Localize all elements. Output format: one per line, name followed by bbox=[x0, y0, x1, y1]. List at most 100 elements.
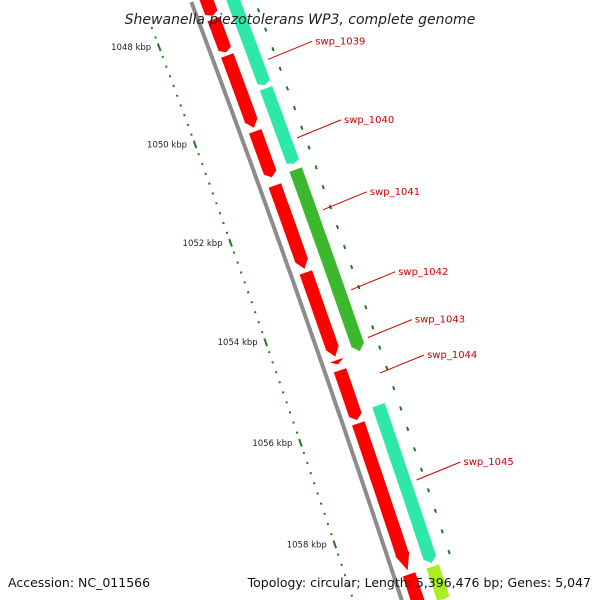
ruler-minor-tick bbox=[246, 291, 250, 294]
ruler-label: 1050 kbp bbox=[147, 140, 187, 150]
ruler-minor-tick bbox=[281, 391, 285, 394]
outer-tick bbox=[413, 447, 417, 452]
ruler-label: 1054 kbp bbox=[218, 338, 258, 348]
gene-arrow-forward bbox=[267, 182, 310, 271]
ruler-label: 1058 kbp bbox=[287, 540, 327, 550]
gene-arrow-reverse bbox=[225, 0, 272, 86]
ruler-minor-tick bbox=[215, 202, 218, 205]
outer-tick bbox=[264, 27, 268, 32]
ruler-minor-tick bbox=[186, 123, 190, 127]
ruler-minor-tick bbox=[239, 271, 243, 274]
outer-tick bbox=[300, 125, 304, 131]
ruler-major-tick bbox=[332, 540, 338, 549]
ruler-minor-tick bbox=[208, 182, 211, 185]
outer-tick bbox=[307, 145, 311, 150]
ruler-minor-tick bbox=[343, 573, 347, 577]
ruler-minor-tick bbox=[306, 461, 309, 465]
gene-arrow-forward bbox=[328, 356, 346, 366]
ruler-minor-tick bbox=[154, 36, 157, 39]
ruler-minor-tick bbox=[292, 421, 295, 424]
gene-label: swp_1042 bbox=[398, 267, 448, 278]
genome-summary-text: Topology: circular; Length: 5,396,476 bp… bbox=[247, 575, 591, 590]
ruler-minor-tick bbox=[225, 231, 229, 235]
ruler-minor-tick bbox=[257, 320, 260, 324]
ruler-layer: 1048 kbp 1050 kbp 1052 kbp 1054 kbp 1056 kbp… bbox=[111, 26, 354, 597]
map-title: Shewanella piezotolerans WP3, complete g… bbox=[125, 12, 476, 28]
ruler-minor-tick bbox=[326, 522, 330, 526]
gene-label: swp_1045 bbox=[464, 457, 514, 468]
ruler-minor-tick bbox=[323, 512, 326, 516]
ruler-minor-tick bbox=[211, 192, 215, 195]
gene-arrow-forward bbox=[206, 15, 234, 54]
backbone-layer bbox=[189, 1, 404, 600]
ruler-minor-tick bbox=[274, 370, 278, 374]
ruler-minor-tick bbox=[319, 502, 323, 505]
ruler-minor-tick bbox=[218, 211, 222, 215]
ruler-minor-tick bbox=[222, 221, 225, 225]
ruler-minor-tick bbox=[253, 310, 257, 314]
ruler-minor-tick bbox=[350, 594, 354, 597]
ruler-minor-tick bbox=[150, 26, 154, 30]
ruler-minor-tick bbox=[161, 55, 165, 59]
gene-leader-line bbox=[322, 191, 368, 211]
ruler-minor-tick bbox=[309, 471, 313, 475]
outer-tick bbox=[342, 244, 347, 250]
ruler-minor-tick bbox=[172, 84, 175, 88]
gene-arrow-forward bbox=[220, 52, 260, 129]
ruler-minor-tick bbox=[197, 152, 200, 156]
outer-tick bbox=[419, 467, 424, 472]
gene-label: swp_1039 bbox=[315, 36, 365, 47]
ruler-minor-tick bbox=[347, 584, 350, 587]
ruler-major-tick bbox=[192, 140, 198, 149]
gene-label: swp_1044 bbox=[427, 350, 477, 361]
ruler-major-tick bbox=[298, 438, 303, 447]
ruler-minor-tick bbox=[250, 300, 253, 304]
ruler-minor-tick bbox=[340, 563, 343, 567]
ruler-major-tick bbox=[156, 43, 162, 52]
ruler-minor-tick bbox=[312, 481, 316, 485]
outer-tick bbox=[378, 345, 382, 350]
ruler-minor-tick bbox=[190, 133, 193, 136]
ruler-minor-tick bbox=[232, 251, 236, 254]
ruler-major-tick bbox=[228, 238, 233, 247]
ruler-minor-tick bbox=[183, 113, 186, 117]
ruler-minor-tick bbox=[236, 261, 239, 264]
ruler-minor-tick bbox=[200, 162, 204, 166]
outer-tick bbox=[335, 224, 340, 230]
outer-tick bbox=[406, 426, 410, 432]
gene-leader-line bbox=[379, 354, 425, 374]
ruler-minor-tick bbox=[271, 360, 274, 364]
ruler-minor-tick bbox=[179, 104, 183, 107]
ruler-major-tick bbox=[263, 338, 268, 347]
gene-arrow-forward bbox=[298, 269, 341, 358]
outer-tick bbox=[440, 529, 444, 534]
gene-arrow-reverse bbox=[371, 401, 439, 564]
ruler-minor-tick bbox=[175, 94, 179, 97]
outer-tick bbox=[447, 549, 451, 555]
outer-tick bbox=[364, 305, 368, 310]
outer-tick bbox=[256, 7, 261, 13]
outer-tick bbox=[371, 325, 375, 330]
outer-tick bbox=[433, 508, 437, 514]
gene-arrow-forward bbox=[198, 0, 220, 17]
ruler-label: 1052 kbp bbox=[183, 239, 223, 249]
ruler-minor-tick bbox=[243, 281, 246, 284]
outer-tick bbox=[350, 264, 354, 270]
outer-tick bbox=[321, 184, 325, 190]
gene-arrow-forward bbox=[350, 420, 411, 573]
ruler-minor-tick bbox=[285, 401, 288, 404]
ruler-minor-tick bbox=[330, 532, 333, 536]
gene-leader-line bbox=[268, 40, 313, 60]
ruler-minor-tick bbox=[295, 431, 299, 434]
outer-tick bbox=[426, 488, 431, 493]
gene-label: swp_1041 bbox=[370, 187, 420, 198]
outer-tick bbox=[271, 46, 275, 52]
outer-tick bbox=[392, 385, 396, 391]
outer-tick bbox=[292, 105, 297, 111]
outer-tick bbox=[385, 365, 389, 371]
gene-label: swp_1043 bbox=[415, 315, 465, 326]
ruler-minor-tick bbox=[316, 492, 319, 495]
feature-layer bbox=[198, 0, 452, 600]
ruler-minor-tick bbox=[302, 451, 306, 455]
